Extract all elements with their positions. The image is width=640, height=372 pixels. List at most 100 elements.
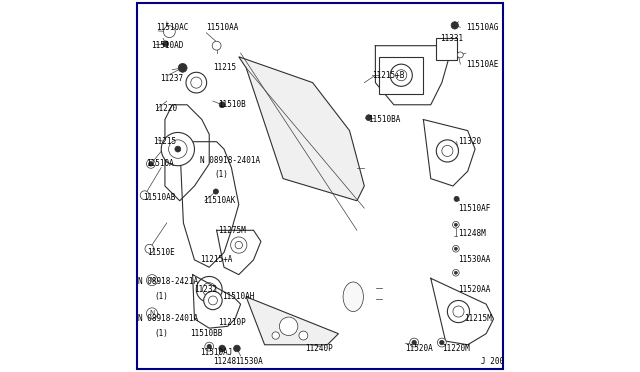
Text: 11510AA: 11510AA	[206, 23, 239, 32]
Text: 11331: 11331	[440, 34, 463, 43]
Text: 11530A: 11530A	[235, 357, 263, 366]
Circle shape	[209, 296, 218, 305]
Circle shape	[168, 140, 187, 158]
Circle shape	[163, 41, 168, 47]
Circle shape	[219, 345, 225, 352]
Circle shape	[161, 132, 195, 166]
Circle shape	[220, 102, 225, 108]
Circle shape	[452, 269, 459, 276]
Polygon shape	[239, 57, 364, 201]
Circle shape	[207, 344, 211, 349]
Circle shape	[452, 246, 459, 252]
Circle shape	[145, 244, 154, 253]
Text: 11510AF: 11510AF	[458, 203, 491, 213]
Text: 11510AK: 11510AK	[203, 196, 236, 205]
Text: 11510BB: 11510BB	[190, 329, 223, 338]
Circle shape	[140, 191, 149, 200]
Circle shape	[452, 221, 459, 228]
Circle shape	[178, 63, 187, 72]
Text: 11248M: 11248M	[458, 230, 486, 238]
Text: 11530AA: 11530AA	[458, 255, 491, 264]
Text: 11520A: 11520A	[405, 344, 433, 353]
Text: 11520AA: 11520AA	[458, 285, 491, 294]
Polygon shape	[246, 297, 339, 345]
Text: 11210P: 11210P	[218, 318, 246, 327]
Circle shape	[453, 306, 464, 317]
Text: (1): (1)	[155, 329, 168, 338]
Text: 11510AD: 11510AD	[151, 41, 183, 50]
Circle shape	[186, 72, 207, 93]
Circle shape	[412, 340, 417, 345]
Circle shape	[147, 308, 157, 319]
Circle shape	[214, 44, 219, 48]
Circle shape	[163, 26, 175, 38]
Circle shape	[234, 345, 240, 352]
Text: 11510B: 11510B	[218, 100, 246, 109]
Text: N: N	[149, 277, 155, 283]
Circle shape	[175, 146, 181, 152]
Text: N: N	[149, 310, 155, 316]
Circle shape	[235, 241, 243, 249]
Circle shape	[440, 340, 444, 345]
Circle shape	[366, 115, 372, 121]
Text: 11237: 11237	[161, 74, 184, 83]
Text: 11232: 11232	[195, 285, 218, 294]
Text: N 08918-2401A: N 08918-2401A	[200, 155, 260, 165]
Text: 11215M: 11215M	[464, 314, 492, 323]
Text: J 200: J 200	[481, 357, 504, 366]
Circle shape	[454, 223, 458, 226]
Text: 11510AE: 11510AE	[466, 60, 498, 69]
Text: 11510AJ: 11510AJ	[200, 348, 232, 357]
Text: 11510AB: 11510AB	[143, 193, 176, 202]
Circle shape	[148, 161, 153, 166]
Text: 11510A: 11510A	[146, 159, 173, 169]
Circle shape	[147, 160, 156, 168]
Circle shape	[212, 41, 221, 50]
Circle shape	[454, 247, 458, 250]
Circle shape	[196, 276, 222, 302]
Text: (1): (1)	[155, 292, 168, 301]
Circle shape	[396, 70, 407, 81]
Circle shape	[205, 342, 214, 351]
Circle shape	[166, 29, 172, 35]
Circle shape	[213, 189, 218, 194]
Text: 11215+A: 11215+A	[200, 255, 232, 264]
Circle shape	[230, 237, 247, 253]
Circle shape	[442, 145, 453, 157]
Text: 11320: 11320	[458, 137, 481, 146]
Circle shape	[390, 64, 412, 86]
Circle shape	[272, 332, 280, 339]
Text: 11510AG: 11510AG	[466, 23, 498, 32]
Text: 11510AC: 11510AC	[156, 23, 188, 32]
Circle shape	[451, 22, 458, 29]
Text: (1): (1)	[215, 170, 228, 179]
Circle shape	[280, 317, 298, 336]
Text: 11510BA: 11510BA	[368, 115, 401, 124]
Text: 11215: 11215	[153, 137, 176, 146]
Circle shape	[458, 52, 463, 58]
Text: 11510AH: 11510AH	[222, 292, 255, 301]
Text: 11220: 11220	[155, 104, 178, 113]
Circle shape	[436, 140, 458, 162]
Circle shape	[447, 301, 470, 323]
Text: N 08918-2421A: N 08918-2421A	[138, 278, 198, 286]
Circle shape	[191, 77, 202, 88]
Circle shape	[204, 291, 222, 310]
Bar	[379, 57, 424, 94]
Text: 11275M: 11275M	[218, 226, 246, 235]
Text: 11215: 11215	[213, 63, 236, 72]
Circle shape	[454, 271, 458, 274]
Text: 11220M: 11220M	[442, 344, 470, 353]
Text: 11240P: 11240P	[305, 344, 333, 353]
Text: 11510E: 11510E	[147, 248, 175, 257]
Circle shape	[437, 338, 446, 347]
Text: 11248: 11248	[213, 357, 236, 366]
Circle shape	[147, 275, 157, 286]
Circle shape	[454, 196, 459, 202]
Bar	[436, 38, 456, 61]
Circle shape	[203, 283, 216, 296]
Circle shape	[410, 338, 419, 347]
Text: 11215+B: 11215+B	[372, 71, 404, 80]
Circle shape	[299, 331, 308, 340]
Ellipse shape	[343, 282, 364, 311]
